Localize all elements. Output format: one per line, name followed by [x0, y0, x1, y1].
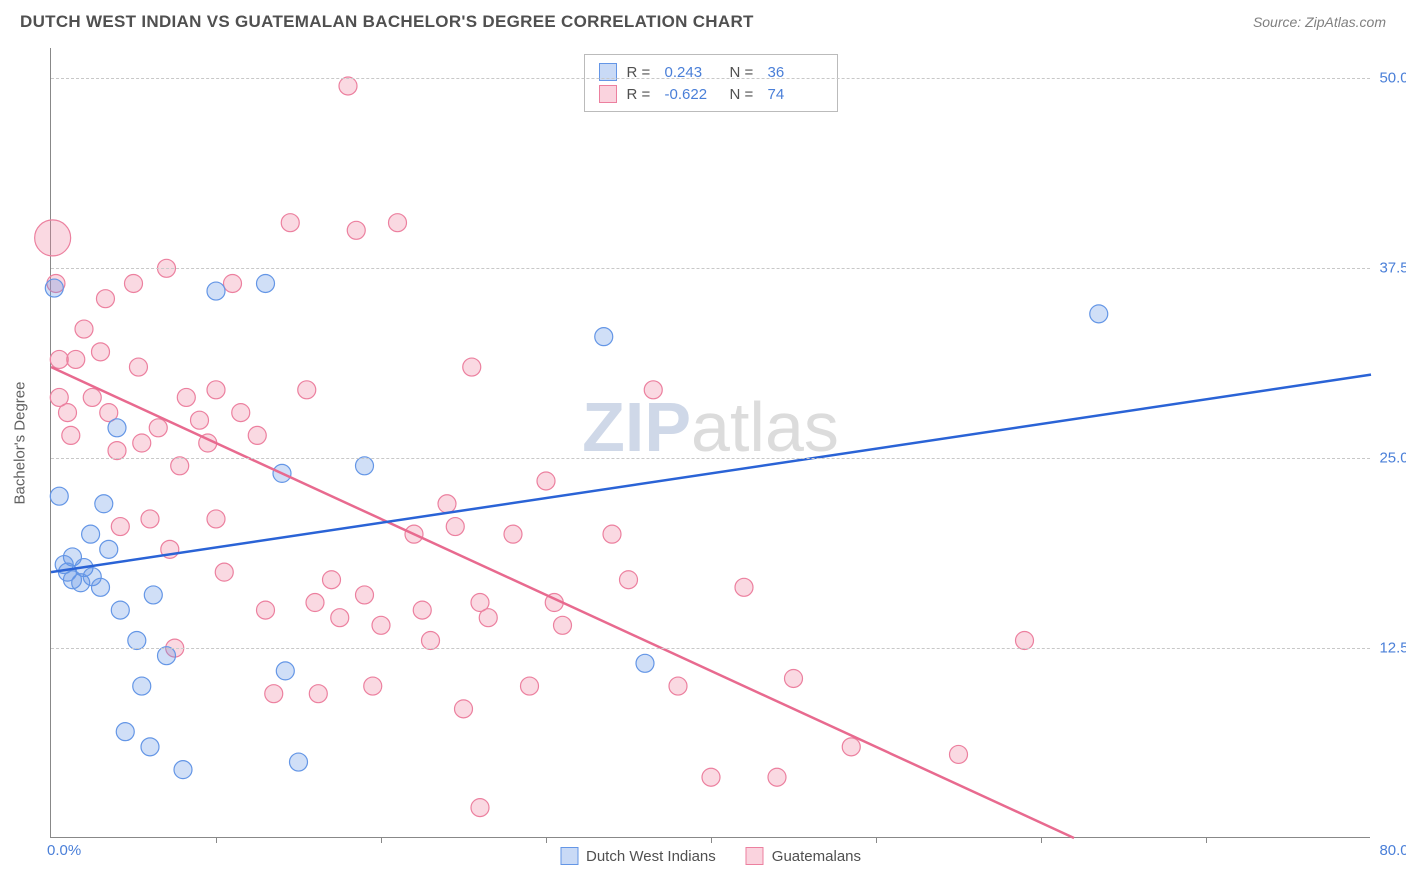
- gridline: [51, 458, 1370, 459]
- xtick-mark: [711, 837, 712, 843]
- ytick-label: 12.5%: [1379, 640, 1406, 657]
- pink-trendline: [51, 367, 1074, 838]
- plot-region: ZIPatlas R = 0.243 N = 36 R = -0.622 N =…: [50, 48, 1370, 838]
- trend-layer: [51, 48, 1370, 837]
- y-axis-label: Bachelor's Degree: [12, 382, 29, 505]
- source-label: Source: ZipAtlas.com: [1253, 14, 1386, 30]
- stats-row-pink: R = -0.622 N = 74: [599, 83, 823, 105]
- xtick-mark: [1206, 837, 1207, 843]
- xtick-start: 0.0%: [47, 842, 81, 859]
- blue-swatch-icon: [560, 847, 578, 865]
- xtick-mark: [876, 837, 877, 843]
- gridline: [51, 268, 1370, 269]
- chart-area: Bachelor's Degree ZIPatlas R = 0.243 N =…: [50, 48, 1370, 838]
- gridline: [51, 78, 1370, 79]
- xtick-mark: [381, 837, 382, 843]
- pink-swatch-icon: [599, 85, 617, 103]
- stats-legend: R = 0.243 N = 36 R = -0.622 N = 74: [584, 54, 838, 112]
- ytick-label: 50.0%: [1379, 70, 1406, 87]
- stats-row-blue: R = 0.243 N = 36: [599, 61, 823, 83]
- ytick-label: 25.0%: [1379, 450, 1406, 467]
- legend-item-blue: Dutch West Indians: [560, 847, 716, 865]
- gridline: [51, 648, 1370, 649]
- legend-item-pink: Guatemalans: [746, 847, 861, 865]
- xtick-mark: [1041, 837, 1042, 843]
- bottom-legend: Dutch West Indians Guatemalans: [560, 847, 861, 865]
- pink-swatch-icon: [746, 847, 764, 865]
- xtick-mark: [546, 837, 547, 843]
- blue-trendline: [51, 375, 1371, 573]
- xtick-end: 80.0%: [1379, 842, 1406, 859]
- ytick-label: 37.5%: [1379, 260, 1406, 277]
- xtick-mark: [216, 837, 217, 843]
- chart-title: DUTCH WEST INDIAN VS GUATEMALAN BACHELOR…: [20, 12, 754, 32]
